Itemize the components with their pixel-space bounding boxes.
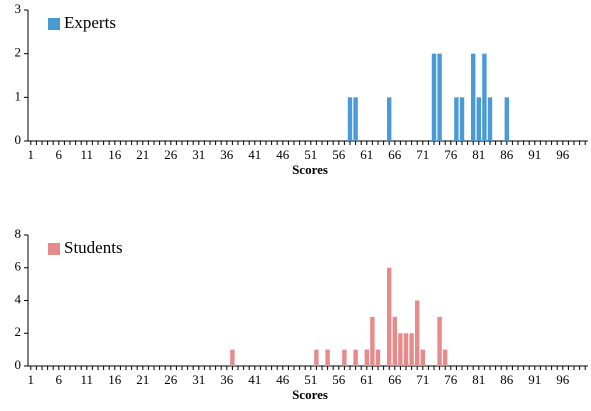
y-tick-label: 0 — [15, 357, 22, 372]
bar — [398, 333, 403, 366]
x-tick-label: 46 — [276, 372, 290, 387]
bar — [347, 97, 353, 141]
bar — [476, 97, 481, 141]
bar — [353, 97, 358, 141]
y-tick-label: 1 — [15, 88, 22, 103]
x-tick-label: 11 — [81, 147, 94, 162]
x-axis-label: Scores — [292, 387, 328, 402]
y-tick-label: 4 — [15, 291, 22, 306]
bar — [375, 349, 381, 366]
x-tick-label: 96 — [556, 372, 570, 387]
x-tick-label: 21 — [136, 372, 149, 387]
bar — [403, 333, 409, 366]
x-tick-label: 41 — [248, 147, 261, 162]
y-tick-label: 0 — [15, 132, 22, 147]
bar — [443, 349, 448, 366]
bar — [415, 300, 420, 366]
bar — [504, 97, 509, 141]
x-tick-label: 36 — [220, 147, 234, 162]
bar — [482, 53, 487, 141]
x-tick-label: 26 — [164, 372, 178, 387]
x-tick-label: 31 — [192, 372, 205, 387]
bar — [325, 349, 330, 366]
x-tick-label: 31 — [192, 147, 205, 162]
bar — [471, 53, 476, 141]
x-tick-label: 41 — [248, 372, 261, 387]
bar — [230, 349, 235, 366]
bar — [420, 349, 425, 366]
y-tick-label: 2 — [15, 324, 22, 339]
x-tick-label: 61 — [360, 372, 373, 387]
bar — [409, 333, 414, 366]
x-tick-label: 61 — [360, 147, 373, 162]
legend-label: Students — [64, 238, 123, 257]
bar — [437, 316, 442, 366]
bar — [353, 349, 358, 366]
x-tick-label: 86 — [500, 372, 514, 387]
x-tick-label: 86 — [500, 147, 514, 162]
bar — [387, 267, 392, 366]
x-tick-label: 91 — [528, 372, 541, 387]
x-tick-label: 76 — [444, 372, 458, 387]
x-tick-label: 76 — [444, 147, 458, 162]
x-tick-label: 16 — [108, 147, 122, 162]
x-tick-label: 36 — [220, 372, 234, 387]
x-tick-label: 6 — [56, 372, 63, 387]
x-tick-label: 1 — [28, 372, 35, 387]
x-tick-label: 81 — [472, 372, 485, 387]
x-tick-label: 56 — [332, 372, 346, 387]
bar — [487, 97, 493, 141]
y-tick-label: 2 — [15, 45, 22, 60]
bar — [314, 349, 319, 366]
y-tick-label: 8 — [15, 226, 22, 241]
x-tick-label: 26 — [164, 147, 178, 162]
bar — [437, 53, 442, 141]
bar — [342, 349, 347, 366]
x-tick-label: 51 — [304, 372, 317, 387]
bar — [392, 316, 397, 366]
x-tick-label: 71 — [416, 372, 429, 387]
bar — [370, 316, 375, 366]
x-tick-label: 96 — [556, 147, 570, 162]
x-tick-label: 1 — [28, 147, 35, 162]
x-tick-label: 46 — [276, 147, 290, 162]
x-tick-label: 91 — [528, 147, 541, 162]
bar — [459, 97, 465, 141]
x-tick-label: 71 — [416, 147, 429, 162]
legend-swatch — [48, 243, 60, 255]
bar — [454, 97, 459, 141]
x-tick-label: 66 — [388, 372, 402, 387]
x-tick-label: 21 — [136, 147, 149, 162]
x-tick-label: 16 — [108, 372, 122, 387]
legend-swatch — [48, 18, 60, 30]
x-tick-label: 66 — [388, 147, 402, 162]
y-tick-label: 3 — [15, 1, 22, 16]
bar — [364, 349, 369, 366]
bar — [387, 97, 392, 141]
x-tick-label: 56 — [332, 147, 346, 162]
x-axis-label: Scores — [292, 162, 328, 177]
x-tick-label: 11 — [81, 372, 94, 387]
bar — [431, 53, 437, 141]
y-tick-label: 6 — [15, 259, 22, 274]
x-tick-label: 6 — [56, 147, 63, 162]
legend-label: Experts — [64, 13, 116, 32]
x-tick-label: 51 — [304, 147, 317, 162]
x-tick-label: 81 — [472, 147, 485, 162]
